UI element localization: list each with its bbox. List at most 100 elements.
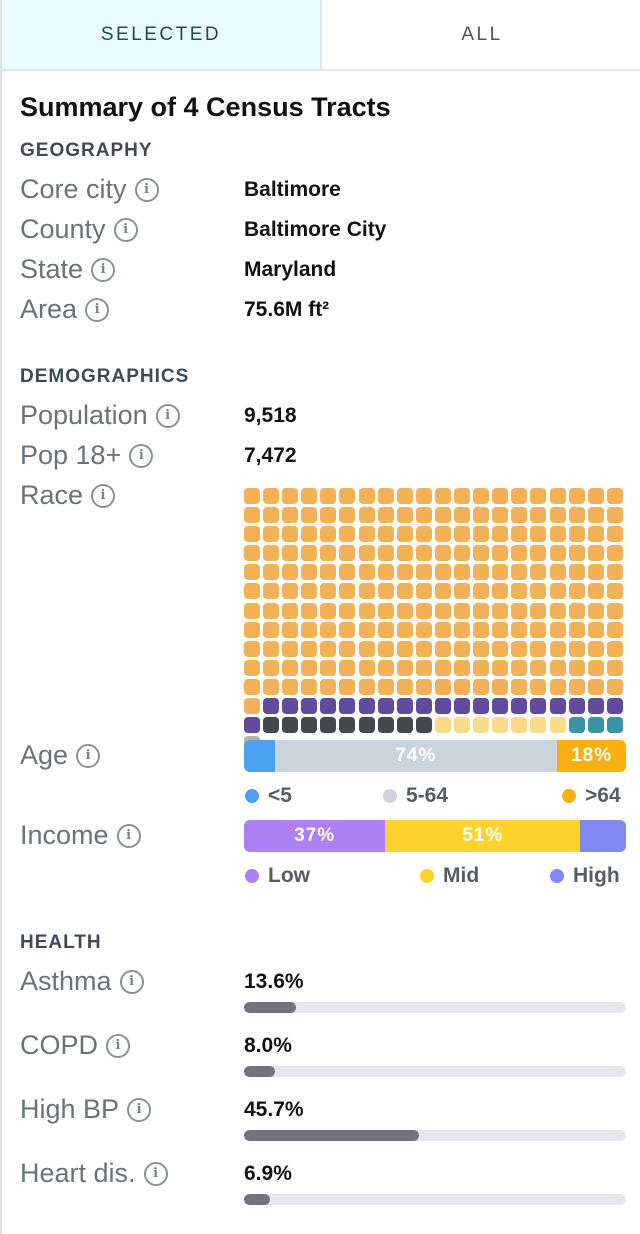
race-square bbox=[396, 488, 413, 504]
race-square bbox=[587, 507, 604, 524]
race-square bbox=[415, 583, 432, 600]
tab-bar: SELECTED ALL bbox=[2, 0, 640, 71]
race-square bbox=[244, 526, 260, 543]
race-square bbox=[568, 545, 585, 562]
race-square bbox=[396, 698, 413, 715]
race-square bbox=[301, 545, 318, 562]
race-square bbox=[320, 602, 337, 619]
geography-section-header: GEOGRAPHY bbox=[20, 140, 153, 161]
race-square bbox=[454, 602, 471, 619]
race-square bbox=[415, 698, 432, 715]
race-square bbox=[434, 640, 451, 657]
race-square bbox=[263, 545, 280, 562]
race-square bbox=[530, 640, 547, 657]
race-square bbox=[415, 507, 432, 524]
race-square bbox=[320, 488, 337, 504]
race-square bbox=[530, 507, 547, 524]
heart-disease-bar-fill bbox=[244, 1194, 271, 1205]
race-square bbox=[549, 526, 566, 543]
race-square bbox=[511, 602, 528, 619]
race-square bbox=[339, 507, 356, 524]
race-square bbox=[282, 621, 299, 638]
race-square bbox=[282, 488, 299, 504]
info-icon[interactable]: i bbox=[76, 743, 101, 768]
race-square bbox=[415, 564, 432, 581]
race-square bbox=[511, 717, 528, 734]
race-square bbox=[530, 583, 547, 600]
race-square bbox=[415, 488, 432, 504]
state-value: Maryland bbox=[244, 258, 337, 281]
race-square bbox=[568, 698, 585, 715]
income-legend-high: High bbox=[550, 864, 620, 888]
info-icon[interactable]: i bbox=[134, 177, 159, 202]
race-square bbox=[320, 545, 337, 562]
race-square bbox=[358, 621, 375, 638]
info-icon[interactable]: i bbox=[91, 257, 116, 282]
race-square bbox=[263, 621, 280, 638]
race-square bbox=[339, 717, 356, 734]
tab-selected[interactable]: SELECTED bbox=[2, 0, 322, 69]
area-label-text: Area bbox=[20, 294, 78, 324]
race-square bbox=[454, 507, 471, 524]
race-square bbox=[454, 621, 471, 638]
copd-value: 8.0% bbox=[244, 1034, 292, 1057]
race-square bbox=[244, 640, 260, 657]
race-square bbox=[568, 526, 585, 543]
race-square bbox=[530, 678, 547, 695]
race-square bbox=[587, 564, 604, 581]
race-square bbox=[587, 640, 604, 657]
income-high-dot bbox=[550, 869, 564, 883]
race-square bbox=[377, 545, 394, 562]
race-square bbox=[568, 564, 585, 581]
race-square bbox=[434, 621, 451, 638]
asthma-label-text: Asthma bbox=[20, 966, 112, 996]
info-icon[interactable]: i bbox=[119, 969, 144, 994]
age-segment: 74% bbox=[274, 740, 558, 772]
race-square bbox=[434, 698, 451, 715]
race-square bbox=[454, 564, 471, 581]
info-icon[interactable]: i bbox=[143, 1161, 168, 1186]
age-legend-over64: >64 bbox=[562, 784, 621, 808]
race-square bbox=[282, 640, 299, 657]
race-square bbox=[263, 717, 280, 734]
info-icon[interactable]: i bbox=[155, 403, 180, 428]
core-city-label: Core city i bbox=[20, 174, 159, 205]
race-square bbox=[568, 583, 585, 600]
core-city-label-text: Core city bbox=[20, 174, 127, 204]
race-square bbox=[415, 678, 432, 695]
race-square bbox=[377, 678, 394, 695]
race-square bbox=[339, 488, 356, 504]
race-square bbox=[568, 659, 585, 676]
heart-disease-label-text: Heart dis. bbox=[20, 1158, 136, 1188]
race-square bbox=[606, 640, 623, 657]
asthma-label: Asthma i bbox=[20, 966, 144, 997]
copd-bar-track bbox=[244, 1066, 626, 1077]
info-icon[interactable]: i bbox=[127, 1097, 152, 1122]
info-icon[interactable]: i bbox=[91, 483, 116, 508]
race-square bbox=[339, 602, 356, 619]
info-icon[interactable]: i bbox=[85, 297, 110, 322]
income-segment: 51% bbox=[385, 820, 581, 852]
race-square bbox=[492, 564, 509, 581]
race-square bbox=[473, 640, 490, 657]
race-square bbox=[415, 659, 432, 676]
race-square bbox=[320, 640, 337, 657]
race-square bbox=[263, 583, 280, 600]
race-square bbox=[492, 640, 509, 657]
info-icon[interactable]: i bbox=[129, 443, 154, 468]
race-square bbox=[320, 564, 337, 581]
info-icon[interactable]: i bbox=[113, 217, 138, 242]
race-square bbox=[301, 488, 318, 504]
race-square bbox=[358, 698, 375, 715]
race-square bbox=[320, 526, 337, 543]
info-icon[interactable]: i bbox=[116, 823, 141, 848]
tab-all[interactable]: ALL bbox=[461, 23, 503, 45]
race-square bbox=[301, 526, 318, 543]
race-square bbox=[377, 621, 394, 638]
state-label-text: State bbox=[20, 254, 84, 284]
age-legend-under5: <5 bbox=[245, 784, 292, 808]
demographics-section-header: DEMOGRAPHICS bbox=[20, 366, 190, 387]
race-square bbox=[339, 564, 356, 581]
info-icon[interactable]: i bbox=[106, 1033, 131, 1058]
race-square bbox=[492, 717, 509, 734]
